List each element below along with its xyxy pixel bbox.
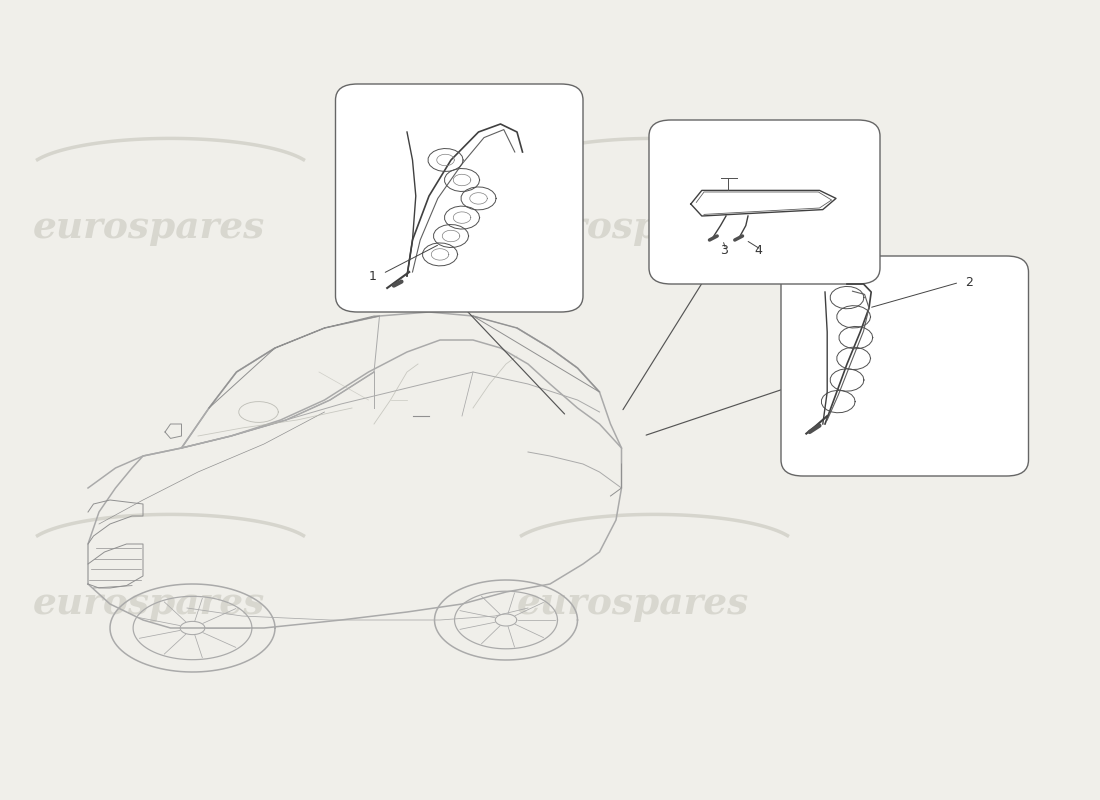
Text: eurospares: eurospares — [517, 210, 749, 246]
FancyBboxPatch shape — [336, 84, 583, 312]
Text: 2: 2 — [965, 276, 972, 290]
Text: 1: 1 — [368, 270, 376, 283]
Text: eurospares: eurospares — [517, 586, 749, 622]
Text: eurospares: eurospares — [33, 586, 265, 622]
FancyBboxPatch shape — [649, 120, 880, 284]
Text: eurospares: eurospares — [33, 210, 265, 246]
FancyBboxPatch shape — [781, 256, 1028, 476]
Text: 4: 4 — [755, 245, 762, 258]
Text: 3: 3 — [720, 245, 728, 258]
